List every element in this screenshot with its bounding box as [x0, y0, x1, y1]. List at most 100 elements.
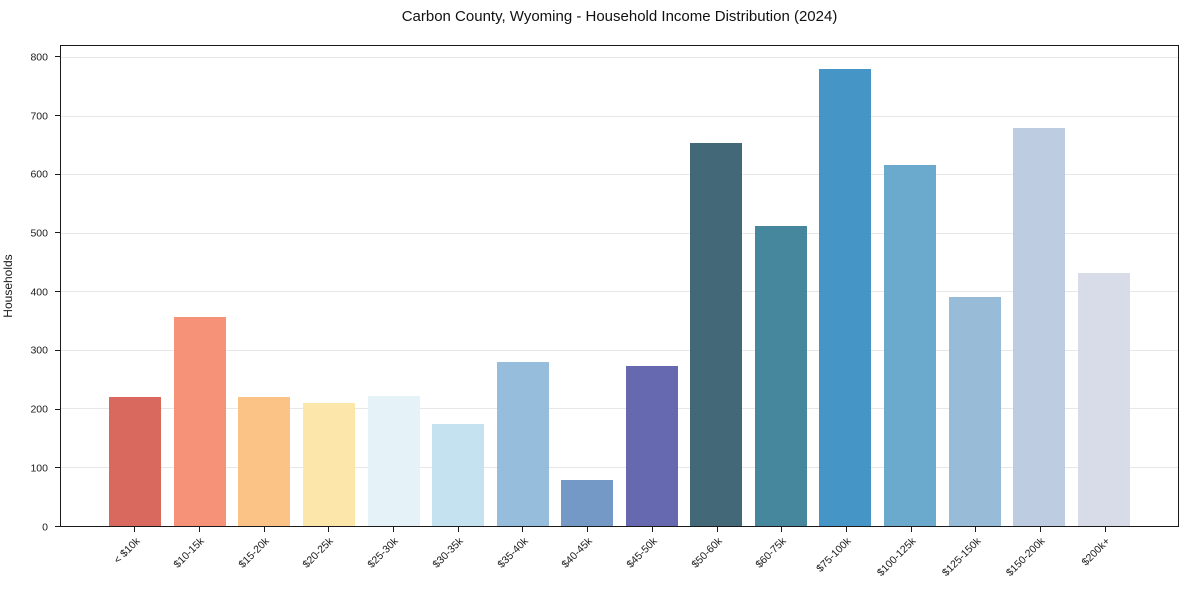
x-tick-mark-0	[134, 527, 136, 532]
bar-slot-2	[232, 46, 297, 526]
x-slot-0: < $10k	[102, 527, 167, 589]
x-slot-10: $60-75k	[749, 527, 814, 589]
gridline-400	[61, 291, 1178, 293]
gridline-500	[61, 232, 1178, 234]
bar-$20-25k	[302, 403, 355, 526]
x-tick-mark-4	[393, 527, 395, 532]
x-slot-14: $150-200k	[1004, 527, 1073, 589]
bar-slot-0	[103, 46, 168, 526]
bar-slot-6	[490, 46, 555, 526]
y-tick-label-500: 500	[30, 227, 48, 240]
bar-$75-100k	[819, 68, 872, 526]
bar-$125-150k	[948, 296, 1001, 526]
bar-$15-20k	[238, 397, 291, 526]
x-slot-9: $50-60k	[684, 527, 749, 589]
x-tick-mark-5	[457, 527, 459, 532]
y-tick-label-200: 200	[30, 403, 48, 416]
bar-$60-75k	[754, 226, 807, 526]
plot-area	[60, 45, 1179, 527]
y-tick-mark-0	[55, 526, 60, 527]
x-tick-label-$125-150k: $125-150k	[939, 535, 984, 579]
bar-$50-60k	[690, 143, 743, 526]
x-slot-3: $20-25k	[296, 527, 361, 589]
gridline-300	[61, 349, 1178, 351]
x-slot-2: $15-20k	[231, 527, 296, 589]
bar-$35-40k	[496, 362, 549, 526]
x-slot-11: $75-100k	[814, 527, 879, 589]
y-tick-mark-600	[55, 173, 60, 175]
bar-slot-15	[1071, 46, 1136, 526]
x-tick-mark-6	[522, 527, 524, 532]
bar-slot-13	[942, 46, 1007, 526]
x-tick-mark-9	[716, 527, 718, 532]
y-tick-mark-100	[55, 467, 60, 469]
x-tick-label-$15-20k: $15-20k	[236, 535, 272, 571]
bar-$150-200k	[1013, 128, 1066, 526]
x-tick-mark-14	[1039, 527, 1041, 532]
y-tick-label-600: 600	[30, 168, 48, 181]
x-tick-mark-10	[781, 527, 783, 532]
bar-slot-9	[684, 46, 749, 526]
bar-slot-14	[1007, 46, 1072, 526]
y-tick-label-100: 100	[30, 462, 48, 475]
bar-$40-45k	[561, 480, 614, 526]
gridline-100	[61, 466, 1178, 468]
x-tick-mark-3	[328, 527, 330, 532]
x-tick-label-$30-35k: $30-35k	[430, 535, 466, 571]
x-tick-label-$35-40k: $35-40k	[494, 535, 531, 571]
gridline-800	[61, 57, 1178, 59]
x-tick-label-$60-75k: $60-75k	[753, 535, 789, 571]
x-slot-13: $125-150k	[939, 527, 1008, 589]
bar-slot-10	[749, 46, 814, 526]
x-slot-4: $25-30k	[361, 527, 426, 589]
x-tick-label-$10-15k: $10-15k	[171, 535, 207, 571]
x-tick-label-$200k+: $200k+	[1079, 535, 1113, 569]
bars-container	[61, 46, 1178, 526]
y-tick-mark-300	[55, 349, 60, 351]
y-tick-mark-200	[55, 408, 60, 410]
x-tick-mark-7	[587, 527, 589, 532]
x-tick-label-$45-50k: $45-50k	[624, 535, 660, 571]
y-tick-label-400: 400	[30, 285, 48, 298]
x-tick-mark-11	[845, 527, 847, 532]
x-tick-label-$40-45k: $40-45k	[559, 535, 595, 571]
x-tick-mark-1	[199, 527, 201, 532]
bar-slot-3	[297, 46, 362, 526]
y-tick-mark-800	[55, 56, 60, 58]
y-tick-mark-700	[55, 115, 60, 117]
bar-$25-30k	[367, 396, 420, 526]
bar-$10-15k	[173, 316, 226, 526]
y-tick-label-0: 0	[42, 520, 48, 533]
x-slot-8: $45-50k	[620, 527, 685, 589]
y-axis: 0 100 200 300 400 500 600 700 800	[0, 45, 60, 532]
gridline-600	[61, 174, 1178, 176]
x-tick-mark-13	[975, 527, 977, 532]
bar-slot-11	[813, 46, 878, 526]
x-tick-label-$20-25k: $20-25k	[300, 535, 337, 571]
x-tick-label-< $10k: < $10k	[111, 535, 143, 567]
x-slot-12: $100-125k	[874, 527, 943, 589]
x-tick-label-$25-30k: $25-30k	[365, 535, 401, 571]
bar-slot-8	[620, 46, 685, 526]
bar-slot-5	[426, 46, 491, 526]
bar-$30-35k	[432, 424, 485, 526]
x-tick-label-$100-125k: $100-125k	[874, 535, 919, 579]
x-slot-7: $40-45k	[555, 527, 620, 589]
bar-slot-4	[361, 46, 426, 526]
bar-$200k+	[1077, 273, 1130, 526]
bar-slot-7	[555, 46, 620, 526]
x-tick-mark-8	[651, 527, 653, 532]
x-tick-mark-12	[910, 527, 912, 532]
x-slot-15: $200k+	[1072, 527, 1137, 589]
y-tick-label-700: 700	[30, 109, 48, 122]
x-slot-1: $10-15k	[167, 527, 232, 589]
x-tick-mark-2	[263, 527, 265, 532]
bar-slot-12	[878, 46, 943, 526]
bar-slot-1	[168, 46, 233, 526]
x-tick-label-$50-60k: $50-60k	[688, 535, 725, 571]
x-slot-6: $35-40k	[490, 527, 555, 589]
x-axis: < $10k $10-15k $15-20k $20-25k $25-30k $30-35…	[60, 527, 1179, 589]
bar-< $10k	[109, 397, 162, 526]
y-tick-mark-400	[55, 291, 60, 293]
